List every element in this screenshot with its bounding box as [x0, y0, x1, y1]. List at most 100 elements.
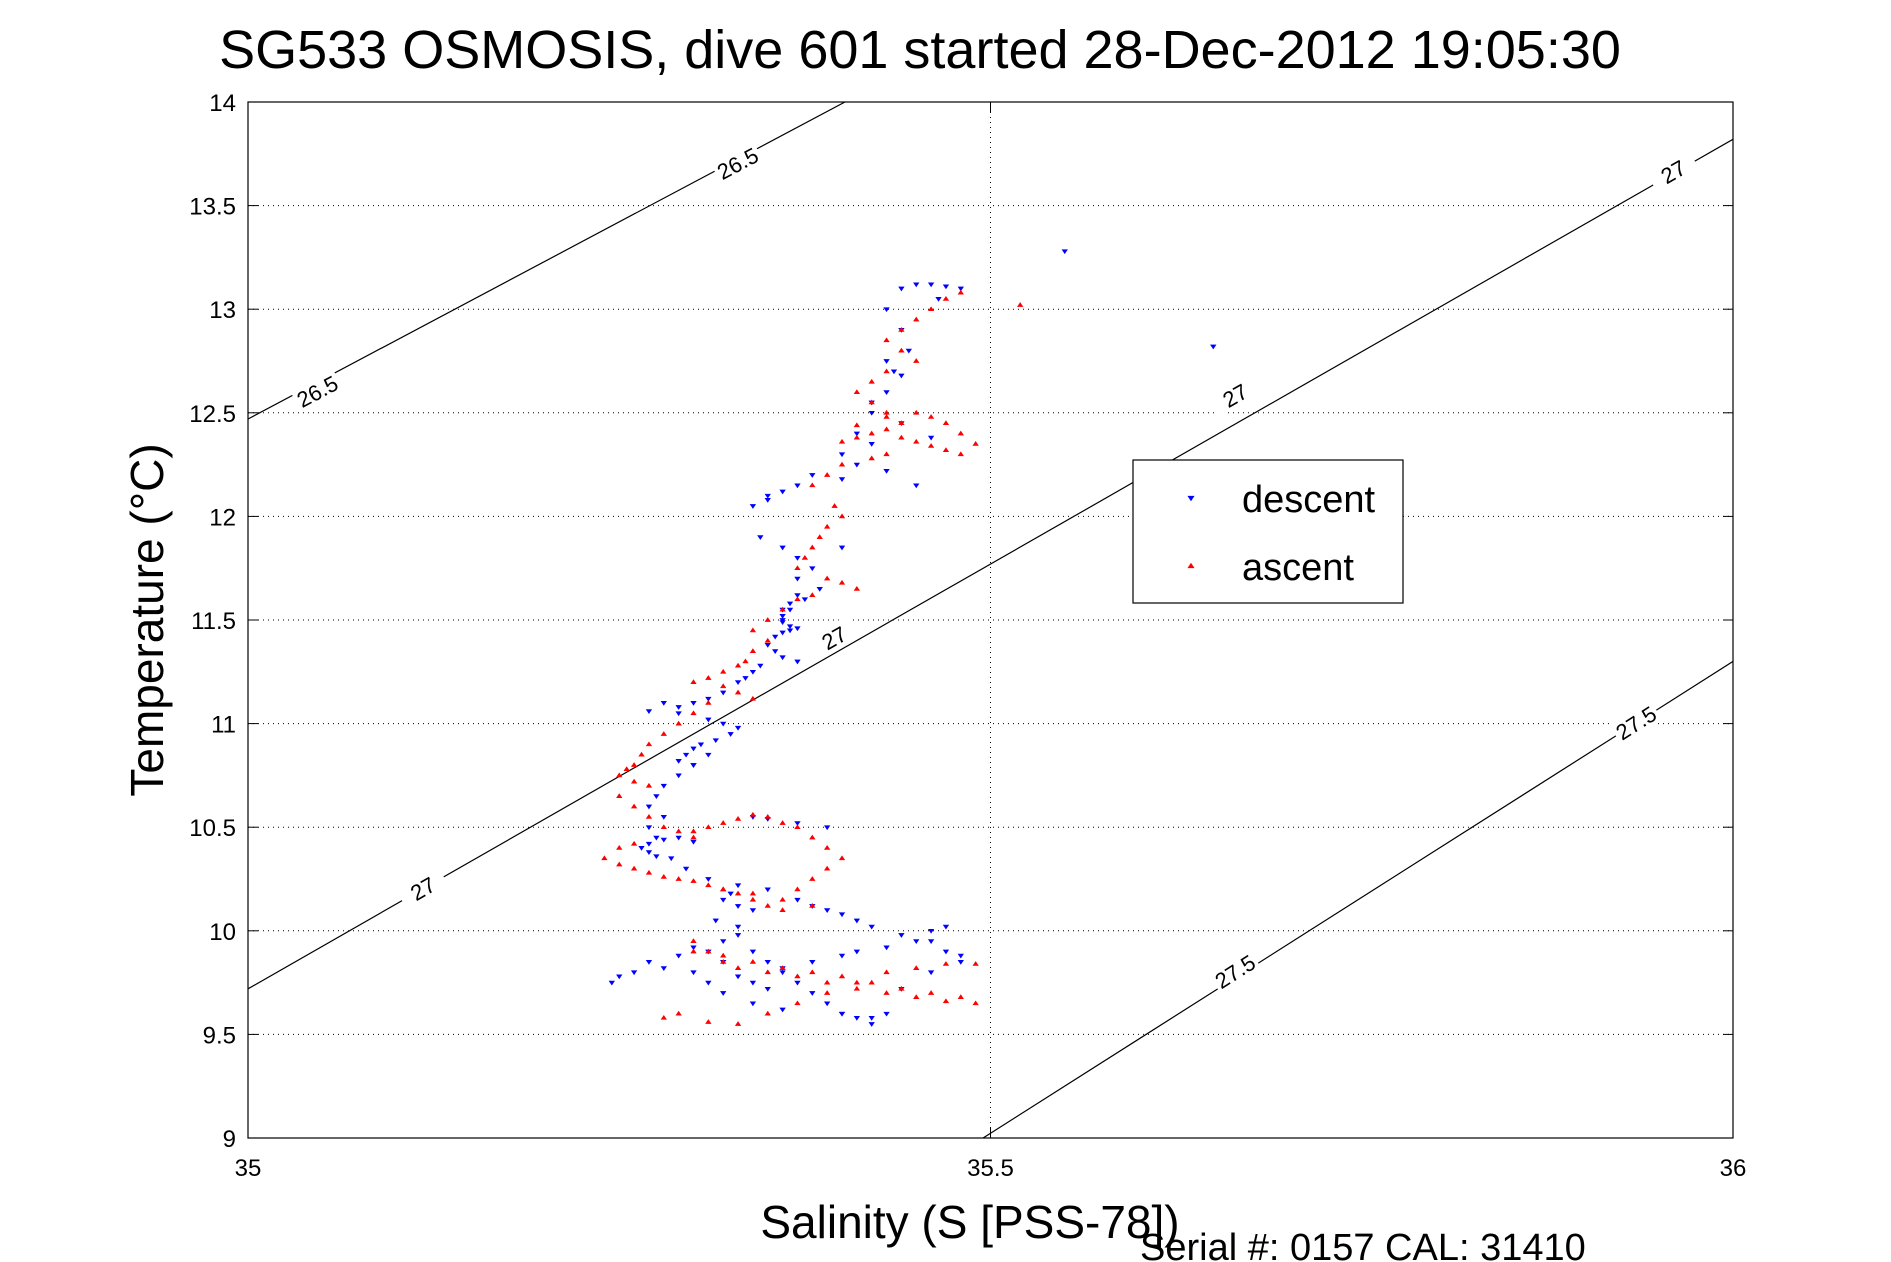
ascent-point — [868, 399, 875, 405]
ascent-point — [720, 952, 727, 958]
descent-point — [764, 887, 771, 893]
descent-point — [890, 369, 898, 375]
ascent-point — [942, 420, 950, 426]
legend: descent ascent — [1132, 459, 1404, 604]
ascent-point — [868, 430, 875, 436]
ascent-point — [749, 890, 757, 896]
ascent-point — [972, 440, 979, 446]
ascent-point — [942, 295, 950, 301]
ascent-point — [764, 813, 771, 819]
ascent-point — [838, 973, 846, 979]
ascent-point — [957, 289, 964, 295]
ascent-point — [809, 903, 816, 908]
ascent-point — [749, 695, 757, 701]
descent-point — [957, 960, 964, 965]
descent-point — [794, 555, 801, 561]
ascent-point — [690, 710, 697, 716]
descent-point — [734, 725, 742, 731]
descent-point — [727, 732, 734, 737]
ascent-point — [927, 990, 935, 995]
ascent-point — [764, 637, 771, 643]
ascent-point — [675, 720, 682, 726]
descent-point — [660, 966, 667, 971]
ascent-point — [779, 896, 786, 902]
descent-point — [779, 630, 786, 636]
descent-point — [883, 1011, 890, 1017]
descent-point — [757, 663, 764, 669]
descent-point — [645, 841, 653, 847]
ascent-point — [779, 965, 786, 970]
y-tick-label: 9 — [223, 1126, 236, 1153]
descent-point — [616, 974, 623, 980]
legend-label-descent: descent — [1242, 479, 1376, 521]
descent-point — [898, 933, 905, 938]
descent-point — [913, 282, 920, 288]
descent-point — [809, 960, 816, 965]
descent-point — [742, 676, 749, 681]
descent-point — [764, 493, 771, 499]
y-tick-label: 10.5 — [189, 815, 236, 842]
descent-point — [660, 837, 667, 843]
descent-point — [645, 804, 653, 810]
descent-point — [868, 410, 875, 416]
descent-point — [675, 711, 682, 717]
descent-point — [645, 709, 653, 715]
descent-point — [935, 296, 942, 302]
descent-point — [883, 390, 890, 395]
descent-point — [883, 307, 890, 313]
ascent-point — [809, 969, 816, 975]
descent-point — [898, 286, 905, 292]
descent-point — [675, 759, 682, 764]
descent-point — [794, 576, 801, 582]
descent-point — [942, 949, 950, 955]
ascent-point — [734, 816, 742, 821]
x-tick-label: 35.5 — [967, 1155, 1014, 1182]
descent-point — [749, 949, 757, 955]
descent-point — [794, 980, 801, 986]
descent-point — [927, 939, 935, 945]
ascent-point — [616, 793, 623, 798]
ascent-point — [779, 820, 786, 825]
descent-point — [749, 504, 757, 509]
ascent-point — [823, 523, 831, 529]
descent-point — [697, 742, 705, 748]
ascent-point — [690, 834, 697, 840]
descent-point — [720, 690, 727, 696]
ascent-point — [623, 766, 630, 772]
descent-point — [757, 535, 764, 541]
descent-point — [779, 545, 786, 551]
ascent-point — [690, 878, 697, 883]
ascent-point — [690, 948, 697, 954]
descent-point — [653, 794, 660, 800]
descent-point — [675, 773, 682, 779]
ascent-point — [823, 575, 831, 581]
ascent-point — [838, 855, 846, 861]
descent-point — [660, 814, 667, 820]
ascent-point — [749, 627, 757, 633]
ascent-point — [660, 874, 667, 879]
descent-point — [794, 483, 801, 489]
descent-point — [653, 835, 660, 841]
ascent-point — [838, 461, 846, 467]
descent-point — [682, 866, 690, 872]
ascent-point — [809, 482, 816, 488]
descent-point — [853, 949, 861, 955]
descent-point — [853, 918, 861, 924]
ascent-point — [972, 1000, 979, 1006]
ascent-point — [690, 679, 697, 685]
ascent-point — [927, 306, 935, 312]
descent-point — [786, 624, 794, 630]
descent-point — [898, 373, 905, 379]
descent-point — [638, 846, 645, 851]
ascent-point — [764, 969, 771, 975]
ascent-point — [779, 606, 786, 612]
descent-point — [720, 897, 727, 903]
y-tick-label: 11.5 — [191, 608, 236, 635]
descent-point — [957, 953, 964, 959]
ascent-point — [957, 451, 964, 457]
descent-point — [660, 783, 667, 789]
descent-point — [927, 282, 935, 288]
descent-point — [764, 497, 771, 503]
descent-point — [957, 286, 964, 292]
